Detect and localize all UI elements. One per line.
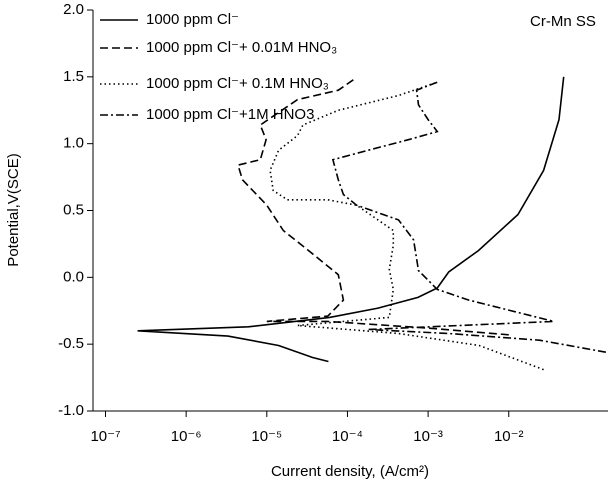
y-tick-label: 2.0 <box>63 1 84 18</box>
legend-label: 1000 ppm Cl⁻ <box>146 11 239 28</box>
series-line <box>269 81 544 371</box>
y-tick-label: 1.0 <box>63 135 84 152</box>
y-tick-label: -1.0 <box>58 402 84 419</box>
y-tick-label: 1.5 <box>63 68 84 85</box>
legend-label: 1000 ppm Cl⁻+ 0.01M HNO₃ <box>146 39 337 56</box>
series-line <box>137 76 565 363</box>
legend-label: 1000 ppm Cl⁻+ 0.1M HNO₃ <box>146 75 329 92</box>
y-tick-label: -0.5 <box>58 335 84 352</box>
x-tick-label: 10⁻⁷ <box>90 428 120 445</box>
x-axis-title: Current density, (A/cm²) <box>271 463 429 480</box>
annotation: Cr-Mn SS <box>530 13 596 30</box>
series-line <box>331 81 607 353</box>
x-tick-label: 10⁻⁶ <box>171 428 202 445</box>
y-axis-title: Potential,V(SCE) <box>5 153 22 266</box>
x-tick-label: 10⁻² <box>494 428 524 445</box>
series-line <box>236 78 509 336</box>
y-tick-label: 0.5 <box>63 201 84 218</box>
x-tick-label: 10⁻³ <box>413 428 443 445</box>
x-tick-label: 10⁻⁵ <box>251 428 282 445</box>
x-tick-label: 10⁻⁴ <box>332 428 363 445</box>
y-tick-label: 0.0 <box>63 268 84 285</box>
legend-label: 1000 ppm Cl⁻+1M HNO3 <box>146 106 314 123</box>
